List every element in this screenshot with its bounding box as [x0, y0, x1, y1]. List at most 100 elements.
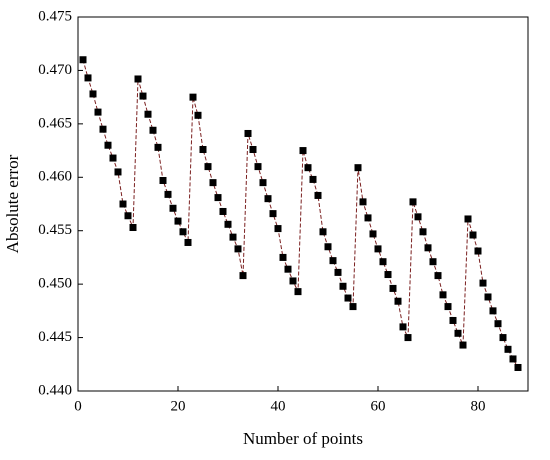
marker — [244, 129, 252, 137]
marker — [164, 190, 172, 198]
marker — [104, 141, 112, 149]
marker — [384, 271, 392, 279]
marker — [204, 163, 212, 171]
marker — [129, 224, 137, 232]
marker — [209, 179, 217, 187]
x-axis-label: Number of points — [243, 429, 363, 448]
marker — [469, 231, 477, 239]
y-axis-label: Absolute error — [3, 154, 22, 253]
marker — [229, 233, 237, 241]
marker — [169, 204, 177, 212]
marker — [369, 230, 377, 238]
marker — [144, 110, 152, 118]
marker — [114, 168, 122, 176]
marker — [174, 217, 182, 225]
marker — [489, 307, 497, 315]
marker — [134, 75, 142, 83]
marker — [84, 74, 92, 82]
y-tick-label: 0.450 — [38, 276, 72, 292]
marker — [299, 147, 307, 155]
y-tick-label: 0.445 — [38, 329, 72, 345]
marker — [439, 291, 447, 299]
marker — [429, 258, 437, 266]
marker — [79, 56, 87, 64]
marker — [444, 303, 452, 311]
marker — [154, 143, 162, 151]
marker — [179, 228, 187, 236]
marker — [494, 320, 502, 328]
marker — [214, 194, 222, 202]
marker — [374, 245, 382, 253]
marker — [249, 146, 257, 154]
plot-frame — [77, 16, 529, 392]
marker — [194, 111, 202, 119]
y-tick-label: 0.460 — [38, 169, 72, 185]
x-tick-label: 0 — [74, 398, 82, 414]
marker — [254, 163, 262, 171]
series-line — [82, 59, 519, 368]
marker — [119, 200, 127, 208]
marker — [199, 146, 207, 154]
marker — [259, 179, 267, 187]
marker — [149, 126, 157, 134]
marker — [474, 247, 482, 255]
marker — [314, 191, 322, 199]
marker — [454, 329, 462, 337]
marker — [139, 92, 147, 100]
marker — [269, 210, 277, 218]
marker — [334, 268, 342, 276]
marker — [184, 238, 192, 246]
y-tick-label: 0.465 — [38, 115, 72, 131]
marker — [284, 265, 292, 273]
marker — [389, 284, 397, 292]
marker — [509, 355, 517, 363]
marker — [339, 282, 347, 290]
marker — [309, 175, 317, 183]
marker — [289, 277, 297, 285]
marker — [419, 228, 427, 236]
marker — [124, 212, 132, 220]
marker — [224, 220, 232, 228]
marker — [379, 258, 387, 266]
marker — [449, 316, 457, 324]
marker — [329, 257, 337, 265]
marker — [479, 279, 487, 287]
marker — [94, 108, 102, 116]
marker — [109, 154, 117, 162]
marker — [394, 297, 402, 305]
x-tick-label: 40 — [271, 398, 286, 414]
marker — [464, 215, 472, 223]
marker — [324, 243, 332, 251]
y-tick-label: 0.470 — [38, 62, 72, 78]
marker — [344, 294, 352, 302]
y-tick-label: 0.440 — [38, 382, 72, 398]
marker — [239, 272, 247, 280]
x-tick-label: 20 — [171, 398, 186, 414]
marker — [354, 164, 362, 172]
marker — [279, 253, 287, 261]
marker — [399, 323, 407, 331]
marker — [434, 272, 442, 280]
marker — [404, 334, 412, 342]
marker — [304, 164, 312, 172]
x-tick-label: 80 — [471, 398, 486, 414]
marker — [514, 363, 522, 371]
marker — [484, 293, 492, 301]
marker — [219, 207, 227, 215]
marker — [364, 214, 372, 222]
marker — [504, 345, 512, 353]
marker — [89, 90, 97, 98]
marker — [359, 198, 367, 206]
marker — [159, 176, 167, 184]
x-tick-label: 60 — [371, 398, 386, 414]
marker — [459, 341, 467, 349]
marker — [409, 198, 417, 206]
marker — [414, 213, 422, 221]
marker — [274, 225, 282, 233]
marker — [349, 303, 357, 311]
marker — [294, 288, 302, 296]
marker — [499, 334, 507, 342]
marker — [264, 195, 272, 203]
marker — [99, 125, 107, 133]
